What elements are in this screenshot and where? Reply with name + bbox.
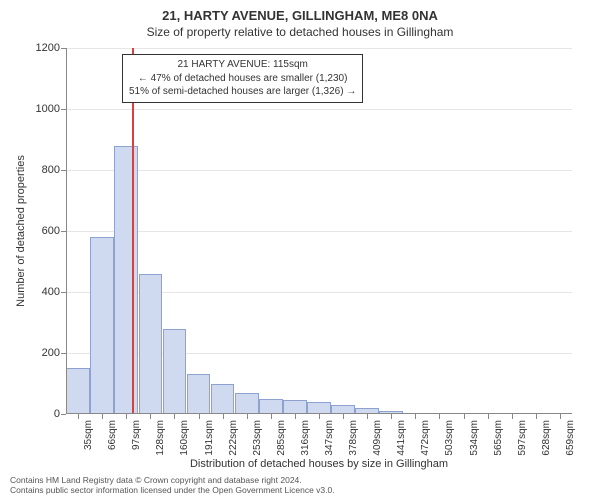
x-tick-mark bbox=[102, 414, 103, 419]
x-tick-label: 441sqm bbox=[396, 418, 407, 456]
grid-line bbox=[66, 231, 572, 232]
x-tick-mark bbox=[560, 414, 561, 419]
chart-title: 21, HARTY AVENUE, GILLINGHAM, ME8 0NA bbox=[0, 0, 600, 23]
x-tick-mark bbox=[78, 414, 79, 419]
x-tick-label: 316sqm bbox=[300, 418, 311, 456]
x-tick-label: 97sqm bbox=[131, 418, 142, 450]
x-tick-mark bbox=[199, 414, 200, 419]
y-tick-label: 800 bbox=[42, 164, 66, 176]
histogram-bar bbox=[114, 146, 138, 414]
histogram-bar bbox=[187, 374, 211, 414]
x-tick-mark bbox=[223, 414, 224, 419]
x-tick-label: 628sqm bbox=[541, 418, 552, 456]
y-tick-label: 600 bbox=[42, 225, 66, 237]
x-tick-label: 503sqm bbox=[444, 418, 455, 456]
x-tick-label: 285sqm bbox=[276, 418, 287, 456]
x-tick-label: 565sqm bbox=[493, 418, 504, 456]
x-tick-label: 191sqm bbox=[204, 418, 215, 456]
annotation-line-1: 21 HARTY AVENUE: 115sqm bbox=[129, 58, 356, 72]
x-tick-label: 66sqm bbox=[107, 418, 118, 450]
y-tick-label: 400 bbox=[42, 286, 66, 298]
histogram-bar bbox=[139, 274, 163, 414]
x-tick-mark bbox=[247, 414, 248, 419]
x-tick-label: 347sqm bbox=[324, 418, 335, 456]
histogram-bar bbox=[66, 368, 90, 414]
x-tick-mark bbox=[415, 414, 416, 419]
histogram-bar bbox=[235, 393, 259, 414]
x-tick-label: 534sqm bbox=[469, 418, 480, 456]
annotation-box: 21 HARTY AVENUE: 115sqm ← 47% of detache… bbox=[122, 54, 363, 103]
x-axis-line bbox=[66, 413, 572, 414]
y-axis-line bbox=[66, 48, 67, 414]
grid-line bbox=[66, 48, 572, 49]
x-tick-label: 35sqm bbox=[83, 418, 94, 450]
y-tick-label: 0 bbox=[54, 408, 66, 420]
x-tick-mark bbox=[391, 414, 392, 419]
x-tick-label: 597sqm bbox=[517, 418, 528, 456]
x-tick-mark bbox=[488, 414, 489, 419]
chart-subtitle: Size of property relative to detached ho… bbox=[0, 23, 600, 39]
x-tick-mark bbox=[464, 414, 465, 419]
grid-line bbox=[66, 109, 572, 110]
x-tick-mark bbox=[439, 414, 440, 419]
x-tick-label: 222sqm bbox=[228, 418, 239, 456]
footer-line-1: Contains HM Land Registry data © Crown c… bbox=[10, 475, 590, 486]
histogram-bar bbox=[283, 400, 307, 414]
x-tick-mark bbox=[512, 414, 513, 419]
x-tick-label: 659sqm bbox=[565, 418, 576, 456]
histogram-bar bbox=[211, 384, 235, 415]
grid-line bbox=[66, 170, 572, 171]
x-tick-label: 472sqm bbox=[420, 418, 431, 456]
x-tick-mark bbox=[343, 414, 344, 419]
histogram-bar bbox=[163, 329, 187, 414]
histogram-bar bbox=[90, 237, 114, 414]
x-tick-mark bbox=[271, 414, 272, 419]
y-axis-title: Number of detached properties bbox=[14, 48, 28, 414]
annotation-line-2: ← 47% of detached houses are smaller (1,… bbox=[129, 72, 356, 86]
x-tick-mark bbox=[174, 414, 175, 419]
x-tick-label: 409sqm bbox=[372, 418, 383, 456]
y-tick-label: 200 bbox=[42, 347, 66, 359]
x-tick-mark bbox=[126, 414, 127, 419]
property-marker-line bbox=[132, 48, 134, 414]
x-tick-label: 128sqm bbox=[155, 418, 166, 456]
x-tick-mark bbox=[319, 414, 320, 419]
y-tick-label: 1200 bbox=[36, 42, 66, 54]
footer-line-2: Contains public sector information licen… bbox=[10, 485, 590, 496]
chart-container: 21, HARTY AVENUE, GILLINGHAM, ME8 0NA Si… bbox=[0, 0, 600, 500]
x-tick-mark bbox=[536, 414, 537, 419]
x-tick-mark bbox=[367, 414, 368, 419]
x-tick-mark bbox=[150, 414, 151, 419]
x-tick-label: 160sqm bbox=[179, 418, 190, 456]
x-tick-mark bbox=[295, 414, 296, 419]
plot-area: 02004006008001000120035sqm66sqm97sqm128s… bbox=[66, 48, 572, 414]
x-tick-label: 378sqm bbox=[348, 418, 359, 456]
x-tick-label: 253sqm bbox=[252, 418, 263, 456]
x-axis-title: Distribution of detached houses by size … bbox=[66, 458, 572, 470]
y-tick-label: 1000 bbox=[36, 103, 66, 115]
footer-attribution: Contains HM Land Registry data © Crown c… bbox=[10, 475, 590, 496]
annotation-line-3: 51% of semi-detached houses are larger (… bbox=[129, 85, 356, 99]
histogram-bar bbox=[259, 399, 283, 414]
